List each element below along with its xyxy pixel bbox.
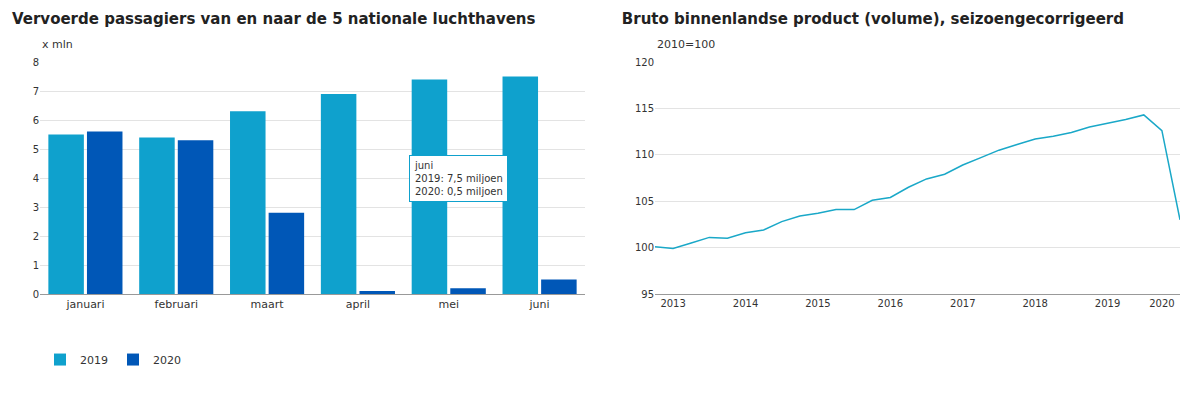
svg-text:2014: 2014 — [733, 298, 758, 309]
svg-text:maart: maart — [251, 298, 285, 311]
svg-text:115: 115 — [635, 103, 654, 114]
svg-text:Vervoerde passagiers van en na: Vervoerde passagiers van en naar de 5 na… — [12, 10, 536, 28]
svg-text:95: 95 — [641, 289, 654, 300]
svg-text:8: 8 — [33, 57, 39, 68]
svg-text:2016: 2016 — [878, 298, 903, 309]
svg-text:2017: 2017 — [950, 298, 975, 309]
svg-text:5: 5 — [33, 144, 39, 155]
svg-text:2018: 2018 — [1022, 298, 1047, 309]
svg-text:Bruto binnenlandse product (vo: Bruto binnenlandse product (volume), sei… — [622, 10, 1124, 28]
svg-text:7: 7 — [33, 86, 39, 97]
svg-text:mei: mei — [438, 298, 459, 311]
svg-text:2019: 2019 — [80, 354, 108, 367]
svg-text:100: 100 — [635, 242, 654, 253]
svg-text:april: april — [346, 298, 370, 311]
svg-text:1: 1 — [33, 260, 39, 271]
svg-text:2019: 2019 — [1095, 298, 1120, 309]
svg-text:juni2019: 7,5 miljoen2020: 0,5: juni2019: 7,5 miljoen2020: 0,5 miljoen — [414, 160, 503, 197]
svg-text:x mln: x mln — [42, 38, 73, 51]
svg-text:3: 3 — [33, 202, 39, 213]
svg-text:110: 110 — [635, 149, 654, 160]
svg-text:4: 4 — [33, 173, 39, 184]
svg-text:januari: januari — [65, 298, 104, 311]
svg-text:juni: juni — [529, 298, 550, 311]
svg-text:2015: 2015 — [805, 298, 830, 309]
svg-text:februari: februari — [155, 298, 198, 311]
svg-text:2010=100: 2010=100 — [657, 38, 715, 51]
svg-text:2020: 2020 — [153, 354, 181, 367]
svg-text:2013: 2013 — [660, 298, 685, 309]
svg-text:105: 105 — [635, 196, 654, 207]
svg-text:2: 2 — [33, 231, 39, 242]
svg-text:120: 120 — [635, 57, 654, 68]
svg-text:2020: 2020 — [1149, 298, 1174, 309]
svg-text:6: 6 — [33, 115, 39, 126]
svg-text:0: 0 — [33, 289, 39, 300]
